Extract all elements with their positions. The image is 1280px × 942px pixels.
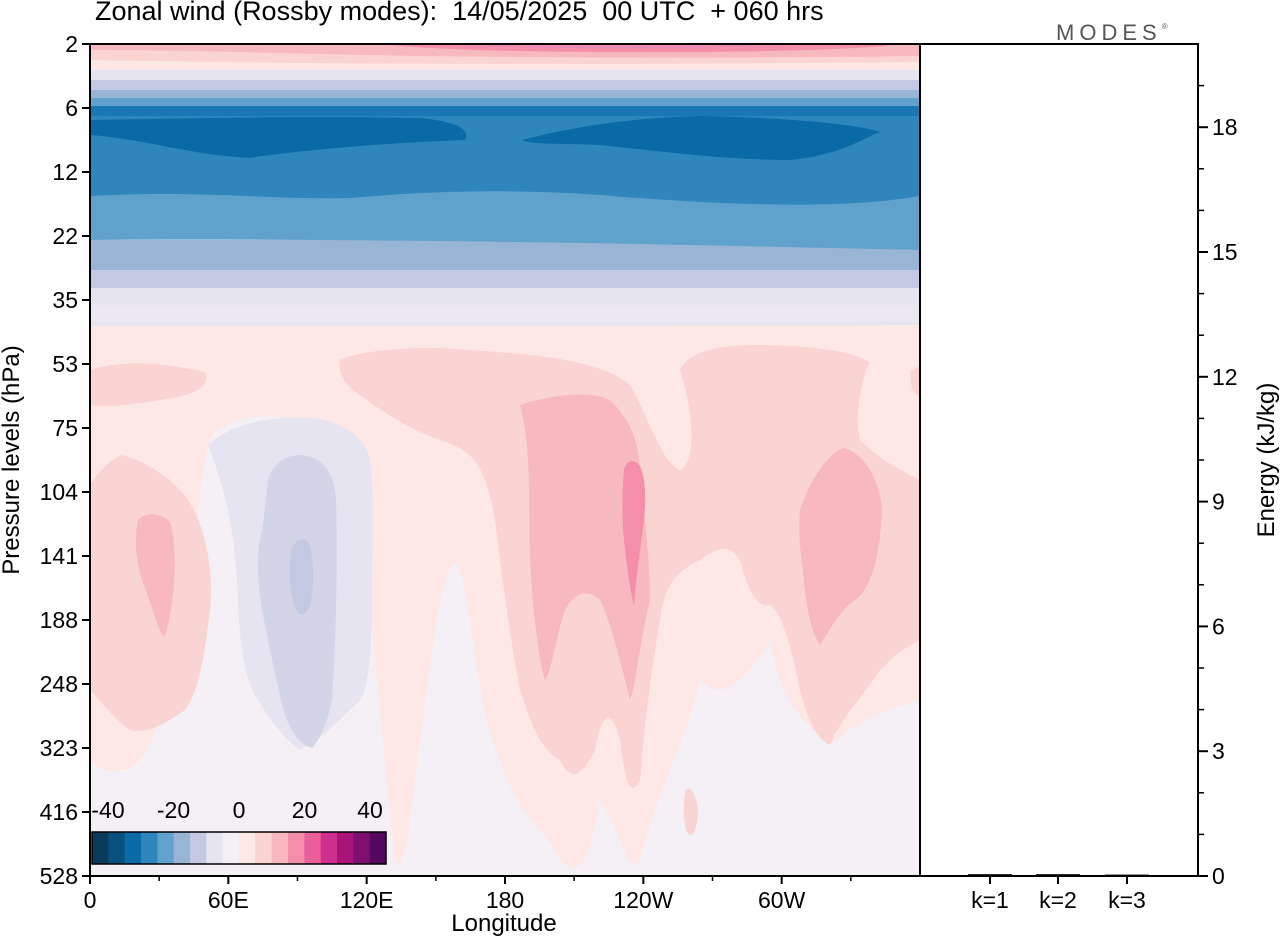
colorbar-swatch	[190, 832, 207, 864]
energy-x-tick-label: k=3	[1108, 887, 1146, 913]
energy-tick-label: 6	[1212, 613, 1225, 639]
zonal-wind-field	[90, 44, 920, 876]
contour-10-15	[799, 448, 882, 645]
energy-bars: k=1 k=2 k=3	[968, 874, 1149, 913]
energy-panel-frame	[919, 43, 1199, 877]
y-tick-label: 22	[52, 223, 78, 249]
energy-tick-label: 18	[1212, 114, 1238, 140]
contour-neg25-neg30	[108, 169, 230, 183]
colorbar-swatch	[320, 832, 338, 864]
x-tick-label: 120W	[613, 887, 673, 913]
contour-neg30-neg35	[90, 117, 467, 158]
contour-neg15-neg20	[90, 98, 920, 106]
energy-tick-label: 3	[1212, 738, 1225, 764]
y-tick-label: 104	[40, 479, 79, 505]
contour-neg0-neg5	[90, 68, 920, 80]
x-axis: 0 60E 120E 180 120W 60W	[84, 876, 852, 913]
colorbar-swatch	[108, 832, 126, 864]
y-tick-label: 6	[65, 95, 78, 121]
colorbar-swatch	[369, 832, 387, 864]
energy-bar	[968, 874, 1012, 876]
contour-5-10	[683, 789, 698, 835]
colorbar-tick-label: 20	[292, 797, 318, 823]
contour-neg25-neg30	[90, 104, 920, 116]
brand-logo: MODES®	[1056, 20, 1168, 46]
energy-tick-label: 9	[1212, 489, 1225, 515]
colorbar-swatch	[222, 832, 240, 864]
colorbar-swatch	[353, 832, 371, 864]
x-tick-label: 60E	[208, 887, 249, 913]
contour-10-15	[520, 394, 650, 700]
energy-bar	[1036, 874, 1080, 876]
colorbar: -40 -20 0 20 40	[91, 797, 387, 865]
colorbar-swatch	[124, 832, 142, 864]
colorbar-swatch	[173, 832, 191, 864]
colorbar-swatch	[288, 832, 305, 864]
contour-10-15	[135, 514, 175, 637]
x-tick-label: 180	[486, 887, 524, 913]
colorbar-swatch	[239, 832, 256, 864]
energy-x-tick-label: k=2	[1039, 887, 1077, 913]
colorbar-swatch	[92, 832, 109, 864]
x-tick-label: 120E	[340, 887, 394, 913]
colorbar-tick-label: -20	[157, 797, 190, 823]
colorbar-swatch	[255, 832, 273, 864]
energy-x-tick-label: k=1	[971, 887, 1009, 913]
contour-5-10	[910, 365, 920, 398]
contour-neg10-neg15	[90, 90, 920, 98]
registered-mark-icon: ®	[1161, 22, 1168, 31]
y-tick-label: 2	[65, 31, 78, 57]
contour-neg30-neg35	[522, 116, 880, 160]
y-tick-label: 75	[52, 415, 78, 441]
colorbar-swatch	[206, 832, 224, 864]
colorbar-frame	[91, 831, 387, 865]
colorbar-swatch	[337, 832, 354, 864]
y-tick-label: 53	[52, 351, 78, 377]
x-axis-label: Longitude	[451, 910, 557, 937]
y-tick-label: 416	[40, 799, 78, 825]
colorbar-tick-label: 0	[233, 797, 246, 823]
energy-axis: 0 3 6 9 12 15 18	[1198, 84, 1238, 889]
colorbar-swatch	[271, 832, 289, 864]
colorbar-swatch	[157, 832, 175, 864]
contour-5-10	[90, 363, 207, 407]
y-tick-label: 12	[52, 159, 78, 185]
contour-neg10-neg15	[90, 240, 920, 270]
colorbar-tick-label: 40	[357, 797, 383, 823]
chart-title: Zonal wind (Rossby modes): 14/05/2025 00…	[95, 0, 824, 26]
energy-bar	[1105, 874, 1149, 876]
y-tick-label: 323	[40, 735, 78, 761]
colorbar-swatch	[141, 832, 158, 864]
colorbar-tick-label: -40	[91, 797, 124, 823]
y-tick-label: 248	[40, 671, 78, 697]
y-tick-label: 188	[40, 607, 78, 633]
y-tick-label: 528	[40, 863, 78, 889]
contour-15-20	[622, 461, 646, 605]
energy-tick-label: 0	[1212, 863, 1225, 889]
contour-neg0-neg5	[90, 305, 920, 322]
contour-neg5-neg10	[90, 268, 920, 288]
y-tick-label: 35	[52, 287, 78, 313]
energy-tick-label: 15	[1212, 239, 1238, 265]
y-axis: 2 6 12 22 35 53 75 104 141 188 248 323 416 528	[40, 31, 90, 889]
x-tick-label: 60W	[758, 887, 806, 913]
contour-neg10-neg15	[289, 539, 313, 615]
colorbar-swatch	[304, 832, 322, 864]
y-tick-label: 141	[40, 543, 78, 569]
brand-text: MODES	[1056, 20, 1162, 45]
energy-tick-label: 12	[1212, 364, 1238, 390]
contour-neg5-neg10	[90, 80, 920, 90]
x-tick-label: 0	[84, 887, 97, 913]
